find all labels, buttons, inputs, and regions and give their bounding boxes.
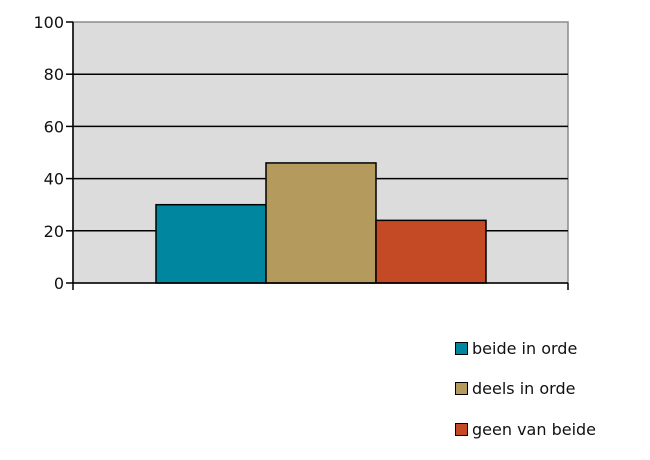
y-tick-label: 60 — [44, 117, 64, 136]
y-tick-label: 100 — [33, 13, 64, 32]
legend-swatch-deels-in-orde — [455, 382, 468, 395]
bar-deels-in-orde — [265, 162, 377, 284]
legend-swatch-geen-van-beide — [455, 422, 468, 436]
bar-chart: 0 20 40 60 80 100 — [33, 13, 569, 293]
legend-label: deels in orde — [472, 379, 576, 398]
legend-item-geen-van-beide: geen van beide — [455, 419, 596, 439]
y-tick-label: 20 — [44, 222, 64, 241]
y-tick-label: 40 — [44, 170, 64, 189]
legend: beide in orde deels in orde geen van bei… — [455, 338, 596, 460]
legend-item-beide-in-orde: beide in orde — [455, 338, 596, 358]
y-tick-label: 0 — [54, 274, 64, 293]
bar-geen-van-beide — [375, 219, 487, 284]
y-tick-label: 80 — [44, 65, 64, 84]
legend-label: beide in orde — [472, 338, 578, 358]
bar-beide-in-orde — [155, 203, 267, 284]
legend-label: geen van beide — [472, 419, 597, 439]
legend-swatch-beide-in-orde — [455, 341, 468, 355]
legend-item-deels-in-orde: deels in orde — [455, 379, 596, 399]
